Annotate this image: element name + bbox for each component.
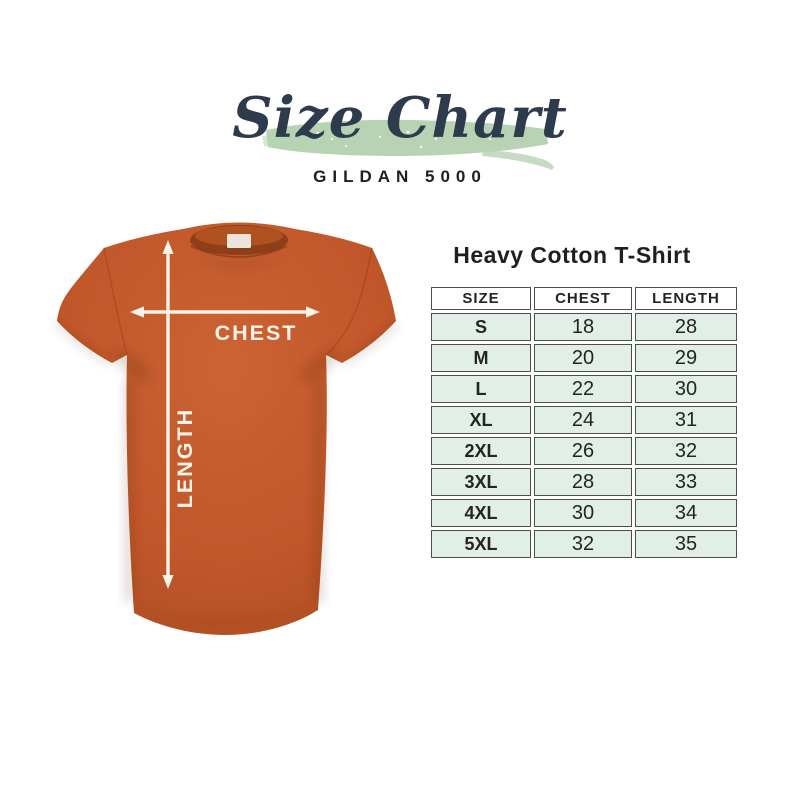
length-cell: 28: [635, 313, 737, 341]
brush-tail: [482, 150, 554, 170]
column-header-chest: CHEST: [534, 287, 632, 310]
armhole-seams: [103, 247, 373, 356]
chest-cell: 20: [534, 344, 632, 372]
chest-arrowhead-left: [130, 306, 144, 318]
length-cell: 29: [635, 344, 737, 372]
size-row-4xl: 4XL 30 34: [431, 499, 737, 527]
size-row-3xl: 3XL 28 33: [431, 468, 737, 496]
tshirt-shading: [54, 251, 399, 625]
size-row-2xl: 2XL 26 32: [431, 437, 737, 465]
neck-tag: [227, 234, 251, 248]
brush-left-fade: [262, 128, 348, 151]
brush-stroke-graphic: [262, 119, 554, 170]
measurement-arrows: [130, 240, 320, 589]
chest-cell: 18: [534, 313, 632, 341]
chest-label: CHEST: [215, 321, 298, 345]
size-row-s: S 18 28: [431, 313, 737, 341]
length-cell: 32: [635, 437, 737, 465]
size-cell: 2XL: [431, 437, 531, 465]
collar-seam: [190, 245, 288, 258]
chest-cell: 24: [534, 406, 632, 434]
size-cell: XL: [431, 406, 531, 434]
page-title: Size Chart: [232, 85, 568, 151]
size-row-5xl: 5XL 32 35: [431, 530, 737, 558]
size-cell: 3XL: [431, 468, 531, 496]
tshirt-body: [57, 222, 396, 635]
page-subtitle: GILDAN 5000: [313, 167, 487, 186]
size-table: SIZE CHEST LENGTH S 18 28 M 20 29 L 22 30 XL 24 31 2XL…: [428, 284, 740, 561]
size-row-m: M 20 29: [431, 344, 737, 372]
length-arrowhead-top: [162, 240, 174, 254]
table-header-row: SIZE CHEST LENGTH: [431, 287, 737, 310]
size-cell: L: [431, 375, 531, 403]
size-cell: 5XL: [431, 530, 531, 558]
chest-cell: 26: [534, 437, 632, 465]
chest-arrowhead-right: [306, 306, 320, 318]
size-row-l: L 22 30: [431, 375, 737, 403]
size-row-xl: XL 24 31: [431, 406, 737, 434]
tshirt-diagram: CHEST LENGTH: [54, 222, 399, 635]
length-arrowhead-bottom: [162, 575, 174, 589]
chest-cell: 22: [534, 375, 632, 403]
length-cell: 33: [635, 468, 737, 496]
chest-cell: 28: [534, 468, 632, 496]
length-cell: 30: [635, 375, 737, 403]
brush-speckles: [316, 128, 492, 149]
length-cell: 35: [635, 530, 737, 558]
column-header-length: LENGTH: [635, 287, 737, 310]
length-cell: 31: [635, 406, 737, 434]
column-header-size: SIZE: [431, 287, 531, 310]
chest-cell: 32: [534, 530, 632, 558]
length-cell: 34: [635, 499, 737, 527]
title-block: Size Chart GILDAN 5000: [0, 0, 800, 210]
length-label: LENGTH: [173, 408, 197, 508]
size-cell: S: [431, 313, 531, 341]
size-cell: M: [431, 344, 531, 372]
chest-cell: 30: [534, 499, 632, 527]
table-title: Heavy Cotton T-Shirt: [453, 242, 691, 268]
size-cell: 4XL: [431, 499, 531, 527]
